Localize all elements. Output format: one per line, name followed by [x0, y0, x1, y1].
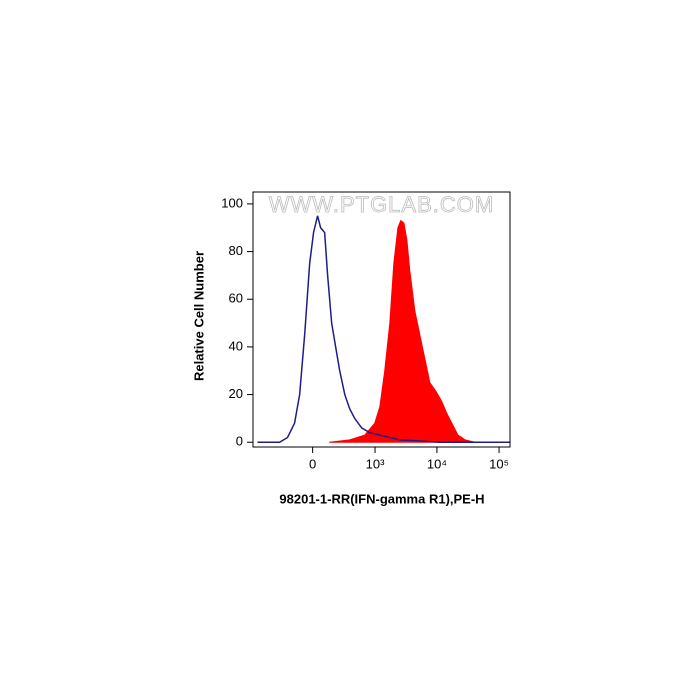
y-tick-label: 100 [221, 195, 243, 210]
x-tick-label: 0 [309, 456, 316, 471]
histogram-line [257, 215, 510, 443]
y-tick-label: 80 [229, 243, 243, 258]
y-tick-label: 60 [229, 291, 243, 306]
watermark: WWW.PTGLAB.COM [269, 192, 494, 217]
x-tick-label: 10³ [366, 456, 385, 471]
y-axis-title: Relative Cell Number [191, 251, 206, 381]
x-tick-label: 10⁵ [489, 456, 509, 471]
histogram-area [329, 219, 511, 443]
plot-frame [252, 191, 511, 448]
y-tick-label: 20 [229, 386, 243, 401]
x-tick-label: 10⁴ [427, 456, 447, 471]
y-tick-label: 0 [236, 434, 243, 449]
x-axis-title: 98201-1-RR(IFN-gamma R1),PE-H [279, 491, 484, 506]
y-tick-label: 40 [229, 338, 243, 353]
